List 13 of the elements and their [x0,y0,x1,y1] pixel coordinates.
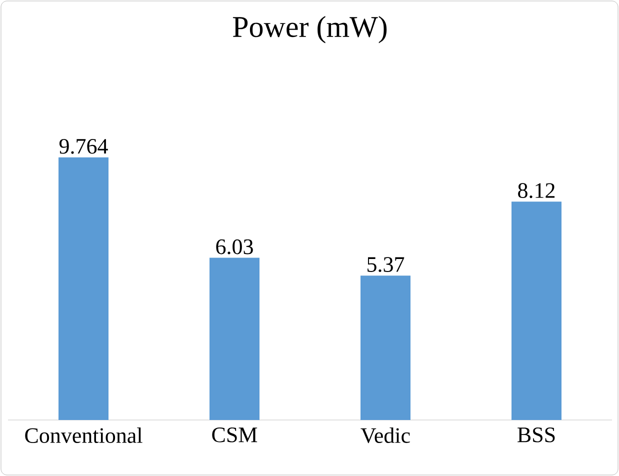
data-label: 6.03 [216,239,253,254]
chart-title: Power (mW) [232,16,387,44]
x-tick-label: Conventional [25,428,142,444]
bar [210,258,260,420]
bar [360,276,410,420]
bar [58,157,109,420]
x-tick-label: BSS [518,428,555,442]
x-tick-label: Vedic [360,428,410,444]
x-tick-label: CSM [212,428,258,442]
data-label: 8.12 [518,183,555,198]
bar [512,202,562,420]
data-label: 9.764 [59,138,108,154]
data-label: 5.37 [368,257,404,272]
